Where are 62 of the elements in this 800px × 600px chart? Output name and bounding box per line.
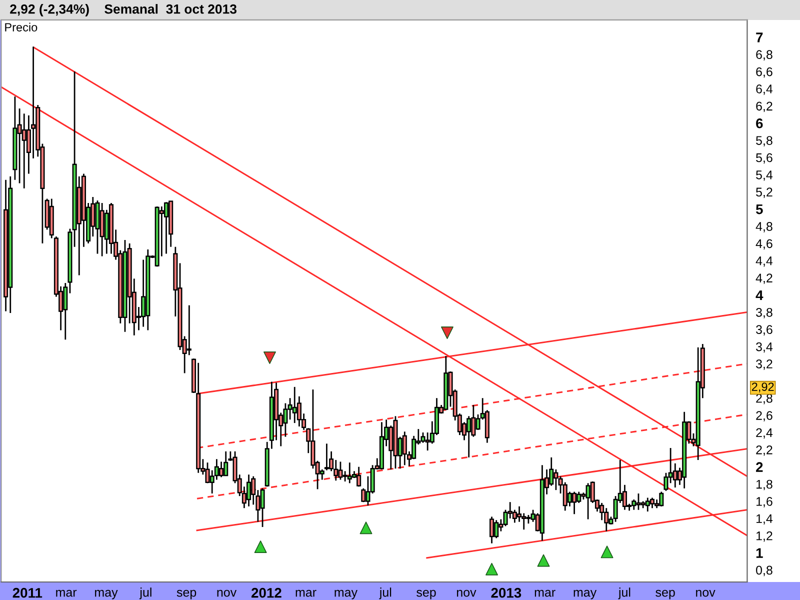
y-tick-label: 4,2: [756, 274, 772, 284]
y-tick-label: 4,4: [756, 256, 773, 267]
y-tick-label: 1,6: [756, 497, 772, 508]
x-tick-label: may: [574, 590, 597, 600]
point: [537, 554, 550, 567]
y-tick-label: 5,8: [756, 136, 772, 146]
point: [264, 351, 276, 364]
y-tick-label: 1: [756, 548, 763, 558]
text: 2,92: [752, 382, 774, 392]
y-tick-label: 5,4: [756, 170, 773, 181]
y-tick-label: 1,4: [756, 514, 773, 525]
y-tick-label: 5,6: [756, 153, 772, 164]
y-tick-label: 4: [756, 290, 764, 300]
candlestick: [186, 304, 192, 356]
y-tick-label: 4,8: [756, 222, 772, 232]
annotation: Precio: [5, 22, 38, 32]
y-tick-label: 5: [756, 204, 763, 214]
point: [360, 522, 372, 534]
y-tick-label: 2: [756, 462, 763, 472]
y-tick-label: 6,6: [756, 67, 772, 78]
x-tick-label: mar: [534, 590, 556, 597]
candlestick: [361, 488, 366, 503]
y-tick-label: 6: [756, 118, 763, 128]
y-tick-label: 1,8: [756, 480, 772, 490]
y-tick-label: 2,2: [756, 445, 772, 456]
y-tick-label: 5,2: [756, 188, 772, 198]
chart-title: 2,92 (-2,34%) Semanal 31 oct 2013: [10, 4, 236, 16]
x-tick-label: sep: [416, 590, 436, 600]
y-tick-label: 3,4: [756, 342, 773, 353]
x-tick-label: jul: [139, 588, 152, 600]
x-tick-label: sep: [176, 590, 196, 600]
point: [254, 540, 267, 553]
x-tick-label: 2013: [491, 588, 522, 598]
y-tick-label: 6,2: [756, 102, 772, 112]
y-tick-label: 4,6: [756, 239, 772, 250]
x-tick-label: nov: [217, 590, 237, 597]
y-tick-label: 0,8: [756, 566, 772, 576]
x-tick-label: mar: [56, 590, 77, 597]
x-tick-label: nov: [456, 590, 476, 597]
x-tick-label: sep: [656, 590, 675, 600]
point: [441, 326, 454, 340]
y-tick-label: 6,4: [756, 84, 773, 95]
y-tick-label: 3,2: [756, 360, 772, 370]
y-tick-label: 3,6: [756, 325, 772, 336]
candlestick: [164, 201, 169, 254]
y-tick-label: 6,8: [756, 50, 772, 60]
y-tick-label: 2,6: [756, 411, 772, 422]
y-tick-label: 3,8: [756, 308, 772, 318]
x-tick-label: may: [95, 590, 118, 600]
x-tick-label: nov: [696, 590, 716, 597]
y-tick-label: 1,2: [756, 531, 772, 542]
y-tick-label: 2,4: [756, 428, 773, 439]
x-tick-label: jul: [379, 588, 392, 600]
x-tick-label: may: [334, 590, 358, 600]
x-tick-label: 2012: [251, 588, 282, 598]
x-tick-label: jul: [618, 588, 630, 600]
point: [600, 546, 614, 558]
point: [486, 562, 498, 576]
candlestick: [490, 516, 494, 544]
x-tick-label: 2011: [12, 588, 42, 598]
y-tick-label: 7: [756, 32, 763, 42]
x-tick-label: mar: [296, 590, 316, 597]
